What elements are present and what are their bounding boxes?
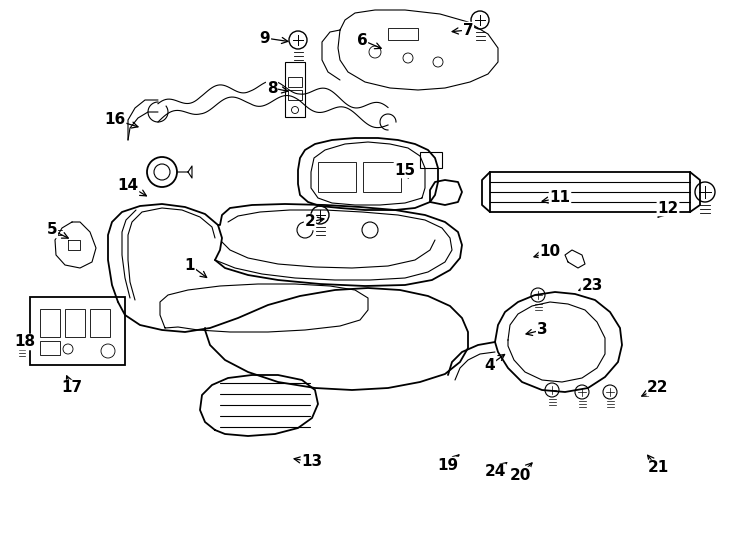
- Text: 11: 11: [550, 191, 570, 206]
- Text: 18: 18: [15, 334, 35, 349]
- Text: 22: 22: [647, 381, 669, 395]
- Bar: [285, 62, 305, 117]
- Text: 6: 6: [357, 32, 368, 48]
- Text: 3: 3: [537, 322, 548, 338]
- Text: 19: 19: [437, 457, 459, 472]
- Bar: [40, 341, 60, 355]
- Bar: [288, 90, 302, 100]
- Text: 1: 1: [185, 258, 195, 273]
- Bar: [288, 77, 302, 87]
- Bar: [420, 152, 442, 168]
- Bar: [490, 172, 690, 212]
- Text: 17: 17: [62, 381, 82, 395]
- Bar: [65, 309, 85, 337]
- Text: 20: 20: [509, 468, 531, 483]
- Bar: [318, 162, 356, 192]
- Text: 12: 12: [658, 200, 679, 215]
- Text: 15: 15: [394, 163, 415, 178]
- Text: 7: 7: [462, 23, 473, 37]
- Bar: [363, 162, 401, 192]
- Text: 2: 2: [305, 214, 316, 230]
- Bar: [90, 309, 110, 337]
- Text: 14: 14: [117, 178, 139, 192]
- Bar: [388, 28, 418, 40]
- Text: 24: 24: [484, 464, 506, 480]
- Text: 16: 16: [104, 112, 126, 127]
- Bar: [30, 297, 125, 365]
- Text: 4: 4: [484, 357, 495, 373]
- Text: 9: 9: [260, 30, 270, 45]
- Text: 13: 13: [302, 455, 322, 469]
- Bar: [40, 309, 60, 337]
- Text: 8: 8: [266, 80, 277, 96]
- Text: 10: 10: [539, 245, 561, 260]
- Text: 5: 5: [47, 222, 57, 238]
- Text: 21: 21: [647, 461, 669, 476]
- Text: 23: 23: [581, 278, 603, 293]
